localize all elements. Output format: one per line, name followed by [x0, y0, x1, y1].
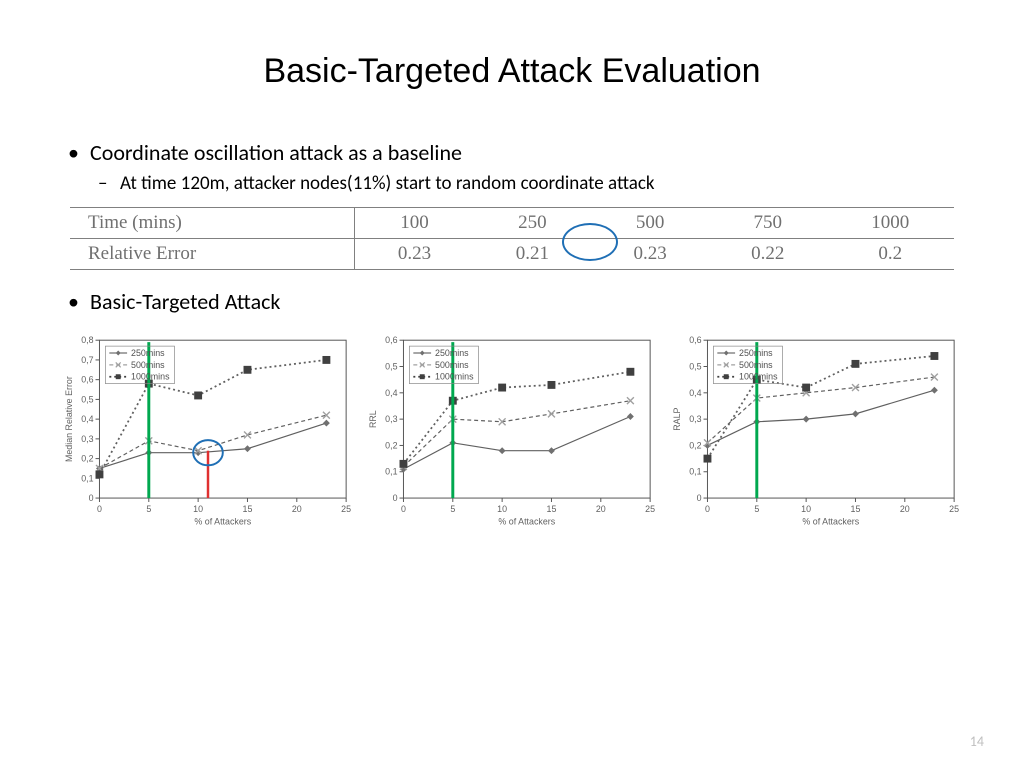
svg-text:15: 15	[851, 504, 861, 514]
svg-text:0,2: 0,2	[81, 454, 93, 464]
baseline-table: Time (mins) 100 250 500 750 1000 Relativ…	[70, 207, 954, 270]
svg-text:0,5: 0,5	[689, 361, 701, 371]
svg-text:0,8: 0,8	[81, 335, 93, 345]
svg-text:20: 20	[292, 504, 302, 514]
table-col-3: 750	[709, 208, 827, 239]
svg-text:RRL: RRL	[368, 410, 378, 428]
table-col-4: 1000	[827, 208, 954, 239]
svg-text:250mins: 250mins	[435, 348, 469, 358]
svg-text:25: 25	[341, 504, 351, 514]
table-col-2: 500	[591, 208, 709, 239]
svg-text:0,7: 0,7	[81, 355, 93, 365]
svg-text:0,6: 0,6	[385, 335, 397, 345]
page-title: Basic-Targeted Attack Evaluation	[60, 52, 964, 91]
table-header-label: Time (mins)	[70, 208, 355, 239]
svg-text:5: 5	[754, 504, 759, 514]
svg-text:0,3: 0,3	[81, 434, 93, 444]
svg-text:RALP: RALP	[672, 407, 682, 430]
svg-text:0: 0	[705, 504, 710, 514]
chart-rrl: 0 0,1 0,2 0,3 0,4 0,5 0,6 0 5 10 15 20 25 % of Attack…	[364, 329, 660, 529]
svg-text:0: 0	[697, 493, 702, 503]
svg-text:0: 0	[89, 493, 94, 503]
svg-text:0,5: 0,5	[385, 361, 397, 371]
svg-text:0,2: 0,2	[385, 440, 397, 450]
svg-text:500mins: 500mins	[435, 360, 469, 370]
table-val-4: 0.2	[827, 239, 954, 270]
svg-text:1000mins: 1000mins	[739, 372, 778, 382]
svg-text:15: 15	[547, 504, 557, 514]
chart-median-relative-error: 0 0,1 0,2 0,3 0,4 0,5 0,6 0,7 0,8 0 5 10 15 20 25 % of …	[60, 329, 356, 529]
svg-text:250mins: 250mins	[739, 348, 773, 358]
svg-text:20: 20	[900, 504, 910, 514]
svg-text:5: 5	[146, 504, 151, 514]
svg-text:10: 10	[497, 504, 507, 514]
table-val-2: 0.23	[591, 239, 709, 270]
svg-text:15: 15	[243, 504, 253, 514]
bullet-1-text: Coordinate oscillation attack as a basel…	[90, 139, 462, 166]
bullet-2: Basic-Targeted Attack	[90, 288, 964, 315]
svg-text:0,3: 0,3	[385, 414, 397, 424]
svg-text:10: 10	[801, 504, 811, 514]
svg-text:1000mins: 1000mins	[435, 372, 474, 382]
svg-text:20: 20	[596, 504, 606, 514]
svg-text:0,4: 0,4	[385, 388, 397, 398]
svg-text:0: 0	[401, 504, 406, 514]
svg-text:0: 0	[393, 493, 398, 503]
svg-text:0,1: 0,1	[385, 467, 397, 477]
svg-text:Median Relative Error: Median Relative Error	[64, 376, 74, 462]
svg-text:0,6: 0,6	[689, 335, 701, 345]
svg-text:0,4: 0,4	[81, 414, 93, 424]
svg-text:0,1: 0,1	[81, 473, 93, 483]
table-val-0: 0.23	[355, 239, 474, 270]
svg-text:10: 10	[193, 504, 203, 514]
svg-text:0,3: 0,3	[689, 414, 701, 424]
bullet-1: Coordinate oscillation attack as a basel…	[90, 139, 964, 195]
table-data-row: Relative Error 0.23 0.21 0.23 0.22 0.2	[70, 239, 954, 270]
table-row-label: Relative Error	[70, 239, 355, 270]
svg-text:250mins: 250mins	[131, 348, 165, 358]
svg-text:0,1: 0,1	[689, 467, 701, 477]
svg-text:0,5: 0,5	[81, 394, 93, 404]
svg-text:% of Attackers: % of Attackers	[194, 517, 251, 527]
table-col-1: 250	[474, 208, 592, 239]
svg-text:5: 5	[450, 504, 455, 514]
svg-text:0,4: 0,4	[689, 388, 701, 398]
chart-ralp: 0 0,1 0,2 0,3 0,4 0,5 0,6 0 5 10 15 20 25 % of Attack…	[668, 329, 964, 529]
bullet-list: Coordinate oscillation attack as a basel…	[60, 139, 964, 195]
svg-text:500mins: 500mins	[131, 360, 165, 370]
page-number: 14	[970, 733, 984, 750]
svg-text:0,6: 0,6	[81, 375, 93, 385]
svg-text:25: 25	[645, 504, 655, 514]
svg-text:25: 25	[949, 504, 959, 514]
svg-text:% of Attackers: % of Attackers	[802, 517, 859, 527]
charts-row: 0 0,1 0,2 0,3 0,4 0,5 0,6 0,7 0,8 0 5 10 15 20 25 % of …	[60, 329, 964, 529]
table-val-1: 0.21	[474, 239, 592, 270]
bullet-list-2: Basic-Targeted Attack	[60, 288, 964, 315]
svg-text:% of Attackers: % of Attackers	[498, 517, 555, 527]
svg-text:500mins: 500mins	[739, 360, 773, 370]
svg-text:0,2: 0,2	[689, 440, 701, 450]
table-val-3: 0.22	[709, 239, 827, 270]
bullet-1-sub: At time 120m, attacker nodes(11%) start …	[120, 172, 964, 195]
svg-text:0: 0	[97, 504, 102, 514]
table-col-0: 100	[355, 208, 474, 239]
table-header-row: Time (mins) 100 250 500 750 1000	[70, 208, 954, 239]
svg-text:1000mins: 1000mins	[131, 372, 170, 382]
